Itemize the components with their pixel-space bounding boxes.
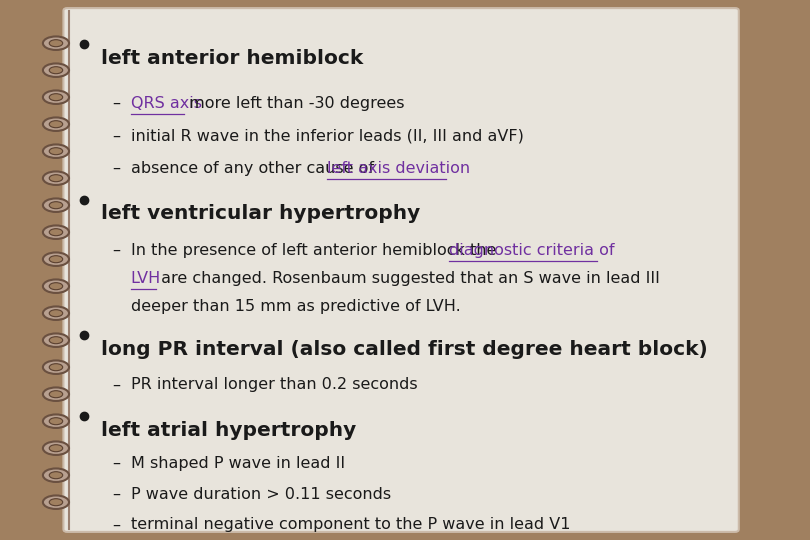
- Text: are changed. Rosenbaum suggested that an S wave in lead III: are changed. Rosenbaum suggested that an…: [156, 271, 660, 286]
- Ellipse shape: [49, 337, 62, 343]
- Text: deeper than 15 mm as predictive of LVH.: deeper than 15 mm as predictive of LVH.: [130, 299, 460, 314]
- Text: –: –: [112, 243, 120, 258]
- Text: left anterior hemiblock: left anterior hemiblock: [100, 49, 363, 68]
- Ellipse shape: [43, 388, 69, 401]
- Ellipse shape: [49, 444, 62, 451]
- Ellipse shape: [49, 283, 62, 289]
- Ellipse shape: [49, 472, 62, 478]
- Text: initial R wave in the inferior leads (II, III and aVF): initial R wave in the inferior leads (II…: [130, 129, 523, 144]
- Text: left axis deviation: left axis deviation: [327, 161, 470, 176]
- Ellipse shape: [43, 468, 69, 482]
- Ellipse shape: [49, 418, 62, 424]
- Ellipse shape: [43, 226, 69, 239]
- Text: terminal negative component to the P wave in lead V1: terminal negative component to the P wav…: [130, 517, 570, 532]
- Text: left atrial hypertrophy: left atrial hypertrophy: [100, 421, 356, 440]
- Ellipse shape: [43, 361, 69, 374]
- Ellipse shape: [49, 499, 62, 505]
- Ellipse shape: [43, 172, 69, 185]
- Ellipse shape: [49, 364, 62, 370]
- Ellipse shape: [43, 91, 69, 104]
- Text: more left than -30 degrees: more left than -30 degrees: [185, 96, 405, 111]
- Ellipse shape: [49, 66, 62, 74]
- Ellipse shape: [43, 198, 69, 212]
- Ellipse shape: [49, 120, 62, 128]
- Text: –: –: [112, 161, 120, 176]
- Ellipse shape: [49, 40, 62, 47]
- Ellipse shape: [49, 94, 62, 100]
- Ellipse shape: [49, 391, 62, 397]
- Ellipse shape: [43, 307, 69, 320]
- Ellipse shape: [49, 201, 62, 208]
- Text: LVH: LVH: [130, 271, 161, 286]
- Text: –: –: [112, 96, 120, 111]
- Ellipse shape: [43, 442, 69, 455]
- Text: –: –: [112, 129, 120, 144]
- Ellipse shape: [43, 36, 69, 50]
- Ellipse shape: [43, 252, 69, 266]
- Ellipse shape: [49, 175, 62, 181]
- Text: –: –: [112, 487, 120, 502]
- Ellipse shape: [43, 496, 69, 509]
- Text: P wave duration > 0.11 seconds: P wave duration > 0.11 seconds: [130, 487, 390, 502]
- Text: PR interval longer than 0.2 seconds: PR interval longer than 0.2 seconds: [130, 377, 417, 393]
- Text: M shaped P wave in lead II: M shaped P wave in lead II: [130, 456, 345, 471]
- Ellipse shape: [43, 117, 69, 131]
- Ellipse shape: [49, 229, 62, 235]
- Text: absence of any other cause of: absence of any other cause of: [130, 161, 379, 176]
- Text: –: –: [112, 517, 120, 532]
- Text: diagnostic criteria of: diagnostic criteria of: [450, 243, 615, 258]
- Text: –: –: [112, 377, 120, 393]
- Ellipse shape: [49, 147, 62, 154]
- Text: long PR interval (also called first degree heart block): long PR interval (also called first degr…: [100, 340, 707, 359]
- Ellipse shape: [43, 280, 69, 293]
- FancyBboxPatch shape: [63, 8, 739, 532]
- Ellipse shape: [49, 310, 62, 316]
- Ellipse shape: [43, 415, 69, 428]
- Ellipse shape: [43, 333, 69, 347]
- Text: left ventricular hypertrophy: left ventricular hypertrophy: [100, 204, 420, 223]
- Text: QRS axis: QRS axis: [130, 96, 202, 111]
- Ellipse shape: [43, 63, 69, 77]
- Ellipse shape: [49, 255, 62, 262]
- Ellipse shape: [43, 144, 69, 158]
- Text: In the presence of left anterior hemiblock the: In the presence of left anterior hemiblo…: [130, 243, 501, 258]
- Text: –: –: [112, 456, 120, 471]
